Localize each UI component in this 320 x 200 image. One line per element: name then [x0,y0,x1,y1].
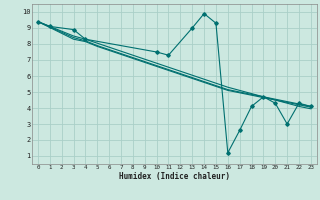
X-axis label: Humidex (Indice chaleur): Humidex (Indice chaleur) [119,172,230,181]
